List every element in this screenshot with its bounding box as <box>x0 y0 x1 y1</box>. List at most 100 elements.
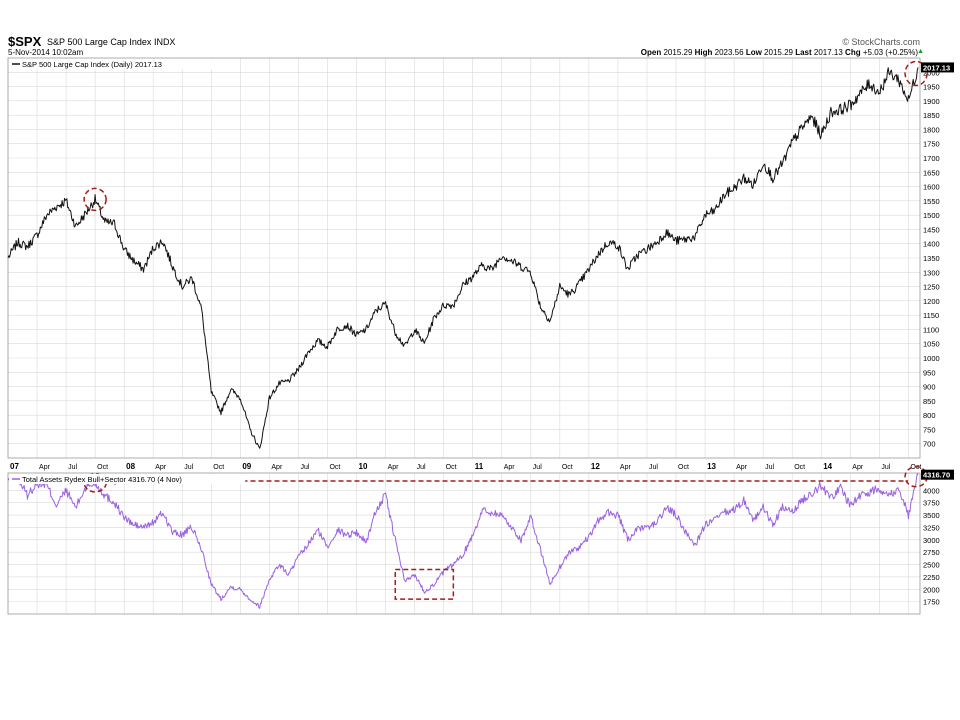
x-tick-label: Oct <box>910 464 921 471</box>
x-tick-label: Apr <box>620 464 632 471</box>
x-tick-label: 14 <box>823 462 832 471</box>
y-tick-label: 2500 <box>923 561 940 570</box>
y-tick-label: 1450 <box>923 225 940 234</box>
legends: S&P 500 Large Cap Index (Daily) 2017.13 T… <box>9 59 246 484</box>
price-legend-bg <box>9 59 213 69</box>
x-tick-label: Oct <box>97 464 108 471</box>
y-tick-label: 1600 <box>923 183 940 192</box>
rydex-legend-text: Total Assets Rydex Bull+Sector 4316.70 (… <box>22 475 182 484</box>
x-tick-label: 09 <box>242 462 251 471</box>
y-tick-label: 1100 <box>923 325 939 334</box>
x-tick-label: Jul <box>184 464 193 471</box>
y-tick-label: 1750 <box>923 140 940 149</box>
y-tick-label: 3000 <box>923 536 940 545</box>
y-tick-label: 1350 <box>923 254 940 263</box>
y-tick-label: 2250 <box>923 573 940 582</box>
open-value: 2015.29 <box>663 48 693 57</box>
x-tick-label: Apr <box>271 464 283 471</box>
x-tick-label: 08 <box>126 462 135 471</box>
x-tick-label: 12 <box>591 462 600 471</box>
y-tick-label: 950 <box>923 368 936 377</box>
y-tick-label: 3250 <box>923 523 940 532</box>
current-price-circle <box>904 60 928 87</box>
up-arrow-icon: ▲ <box>917 48 924 55</box>
x-tick-label: Jul <box>68 464 77 471</box>
price-last-label-box <box>921 62 954 73</box>
low-label: Low <box>745 48 762 57</box>
x-tick-label: Oct <box>213 464 224 471</box>
y-tick-label: 1700 <box>923 154 940 163</box>
y-tick-label: 2750 <box>923 548 940 557</box>
grid-lines <box>7 58 920 614</box>
x-axis-labels: 07 Apr Jul Oct 08 Apr Jul Oct 09 Apr Jul Oct 10 Apr Ju… <box>10 462 921 471</box>
y-tick-label: 1650 <box>923 168 940 177</box>
high-value: 2023.56 <box>714 48 744 57</box>
series-lines <box>7 67 919 609</box>
x-tick-label: 10 <box>359 462 368 471</box>
y-tick-label: 1500 <box>923 211 940 220</box>
rydex-last-label-text: 4316.70 <box>923 471 950 480</box>
change-label: Chg <box>845 48 861 57</box>
exchange-code: INDX <box>153 37 176 47</box>
y-tick-label: 3500 <box>923 511 940 520</box>
x-tick-label: Oct <box>446 464 457 471</box>
x-tick-label: Jul <box>765 464 774 471</box>
low-value: 2015.29 <box>764 48 793 57</box>
x-tick-label: Oct <box>794 464 805 471</box>
x-tick-label: Oct <box>329 464 340 471</box>
y-tick-label: 1250 <box>923 283 940 292</box>
last-label: Last <box>795 48 812 57</box>
change-value: +5.03 (+0.25%) <box>862 48 918 57</box>
y-tick-label: 1800 <box>923 125 940 134</box>
panel-frame <box>7 472 921 615</box>
y-tick-label: 1550 <box>923 197 940 206</box>
y-tick-label: 800 <box>923 411 936 420</box>
last-value: 2017.13 <box>813 48 843 57</box>
y-tick-label: 3750 <box>923 499 940 508</box>
x-tick-label: Apr <box>736 464 748 471</box>
x-tick-label: Jul <box>417 464 426 471</box>
x-tick-label: 13 <box>707 462 716 471</box>
y-tick-label: 2000 <box>923 68 940 77</box>
x-tick-label: Jul <box>649 464 658 471</box>
x-tick-label: Apr <box>504 464 516 471</box>
timestamp: 5-Nov-2014 10:02am <box>8 48 84 57</box>
x-tick-label: Apr <box>852 464 864 471</box>
y-tick-label: 1300 <box>923 268 940 277</box>
panel-frames <box>7 57 921 615</box>
y-tick-label: 1200 <box>923 297 940 306</box>
series-line <box>7 473 919 609</box>
y-tick-label: 900 <box>923 383 936 392</box>
peak-2007-circle <box>83 187 107 212</box>
x-tick-label: Apr <box>155 464 167 471</box>
y-tick-label: 700 <box>923 440 936 449</box>
y-tick-label: 750 <box>923 425 936 434</box>
brand-watermark: © StockCharts.com <box>842 37 920 47</box>
rydex-low-box <box>394 568 455 600</box>
x-tick-label: Oct <box>562 464 573 471</box>
price-last-label-text: 2017.13 <box>923 63 950 72</box>
x-tick-label: Jul <box>533 464 542 471</box>
x-tick-label: 11 <box>475 462 484 471</box>
x-tick-label: Jul <box>881 464 890 471</box>
x-tick-label: 07 <box>10 462 19 471</box>
y-tick-label: 850 <box>923 397 936 406</box>
y-tick-label: 1150 <box>923 311 939 320</box>
index-title: S&P 500 Large Cap Index <box>47 37 152 47</box>
high-label: High <box>694 48 713 57</box>
y-tick-label: 1850 <box>923 111 940 120</box>
series-line <box>7 67 919 449</box>
y-axis-labels: 700 750 800 850 900 950 1000 1050 1100 1150 1200 12… <box>923 68 940 606</box>
x-tick-label: Apr <box>388 464 400 471</box>
y-tick-label: 1000 <box>923 354 940 363</box>
y-tick-label: 1400 <box>923 240 940 249</box>
y-tick-label: 1900 <box>923 97 940 106</box>
y-tick-label: 2000 <box>923 585 940 594</box>
y-tick-label: 1750 <box>923 598 940 607</box>
y-tick-label: 1050 <box>923 340 940 349</box>
x-tick-label: Oct <box>678 464 689 471</box>
last-value-labels: 2017.13 4316.70 <box>921 62 954 480</box>
quote-bar: Open 2015.29 High 2023.56 Low 2015.29 La… <box>641 48 918 57</box>
x-tick-label: Jul <box>300 464 309 471</box>
